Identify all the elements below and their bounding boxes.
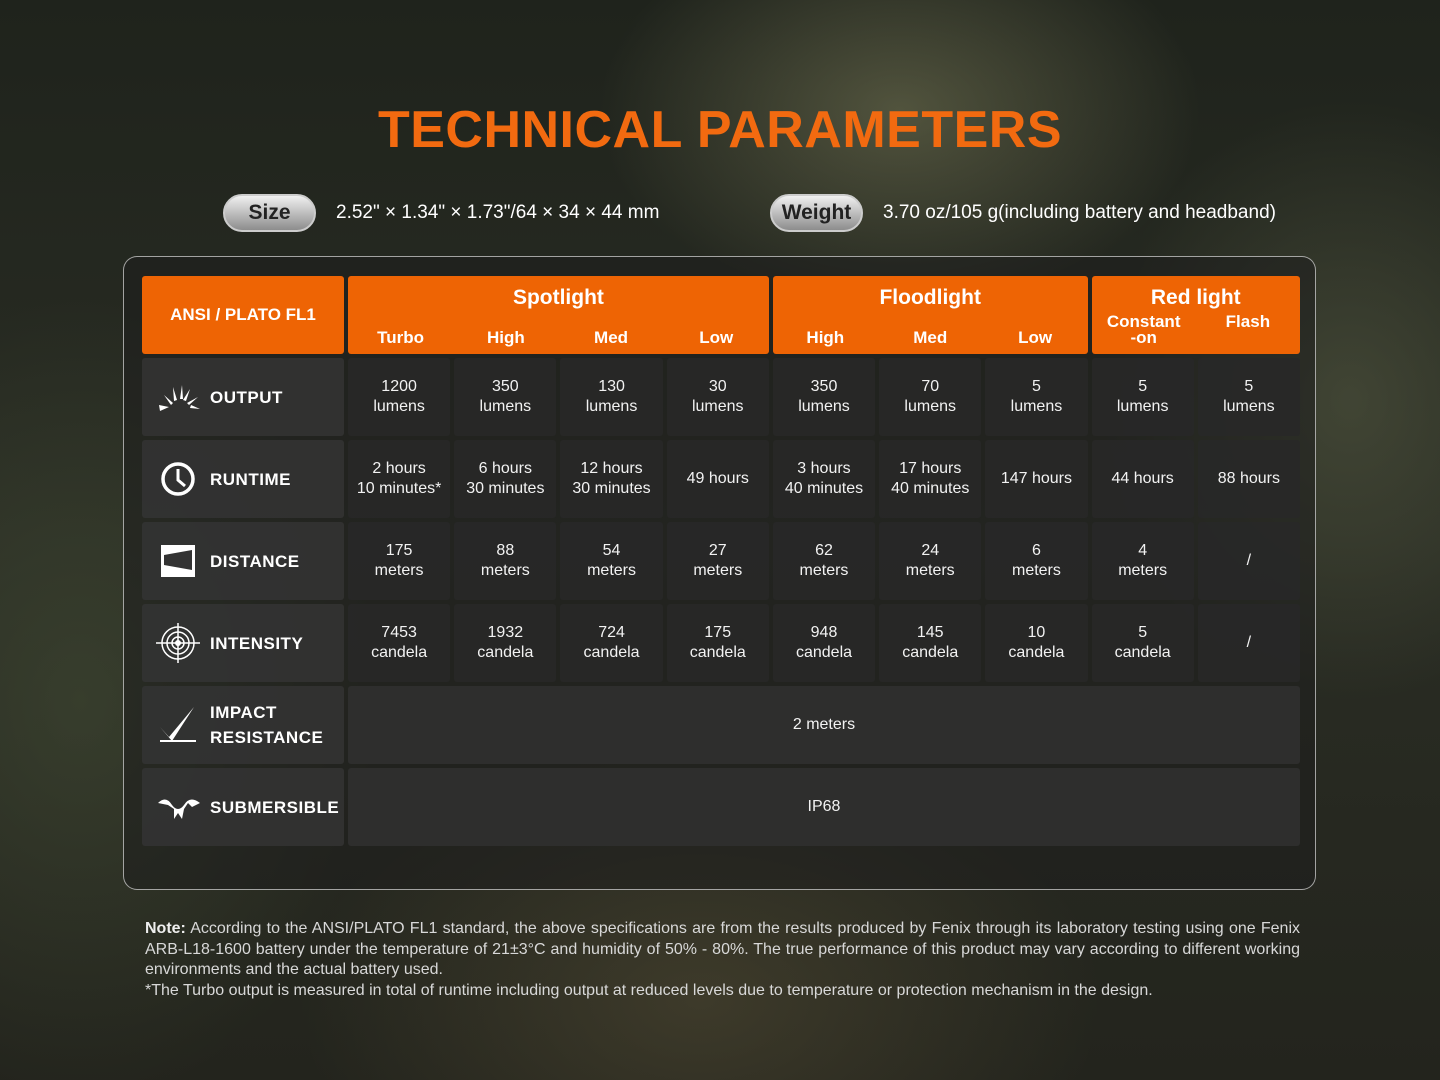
- table-cell: 6 meters: [985, 522, 1088, 600]
- note-text: According to the ANSI/PLATO FL1 standard…: [145, 920, 1300, 979]
- size-value: 2.52" × 1.34" × 1.73"/64 × 34 × 44 mm: [336, 202, 660, 223]
- table-cell: 5 lumens: [1197, 358, 1300, 436]
- table-cell: 88 hours: [1197, 440, 1300, 518]
- table-cell: 27 meters: [666, 522, 769, 600]
- distance-beam-icon: [156, 541, 210, 581]
- group-header-floodlight: Floodlight High Med Low: [772, 276, 1088, 354]
- table-cell: 1200 lumens: [348, 358, 451, 436]
- table-cell: 175 meters: [348, 522, 451, 600]
- table-cell: 24 meters: [879, 522, 982, 600]
- row-label-text: INTENSITY: [210, 633, 304, 653]
- table-cell: 2 hours 10 minutes*: [348, 440, 451, 518]
- table-cell: 62 meters: [772, 522, 876, 600]
- row-label-output: OUTPUT: [142, 358, 344, 436]
- mode-header: Med: [913, 328, 948, 347]
- table-cell: 5 lumens: [1091, 358, 1194, 436]
- note: Note: According to the ANSI/PLATO FL1 st…: [145, 919, 1300, 1002]
- sunburst-icon: [156, 377, 210, 417]
- table-cell: /: [1197, 604, 1300, 682]
- mode-header: Turbo: [377, 328, 425, 347]
- mode-header: Flash: [1225, 312, 1271, 331]
- note-label: Note:: [145, 920, 186, 937]
- row-label-intensity: INTENSITY: [142, 604, 344, 682]
- table-cell-span: IP68: [348, 768, 1300, 846]
- table-cell-span: 2 meters: [348, 686, 1300, 764]
- mode-header: Med: [594, 328, 629, 347]
- table-cell: 10 candela: [985, 604, 1088, 682]
- table-cell: 5 candela: [1091, 604, 1194, 682]
- table-cell: 145 candela: [879, 604, 982, 682]
- mode-header: Constant -on: [1106, 312, 1181, 347]
- row-label-runtime: RUNTIME: [142, 440, 344, 518]
- group-header-spotlight: Spotlight Turbo High Med Low: [348, 276, 769, 354]
- table-cell: 5 lumens: [985, 358, 1088, 436]
- weight-value: 3.70 oz/105 g(including battery and head…: [883, 202, 1276, 223]
- table-cell: 350 lumens: [454, 358, 557, 436]
- mode-header: Low: [699, 328, 734, 347]
- row-label-text: SUBMERSIBLE: [210, 797, 340, 817]
- row-label-impact: IMPACT RESISTANCE: [142, 686, 344, 764]
- row-label-text: RUNTIME: [210, 469, 291, 489]
- footnote: *The Turbo output is measured in total o…: [145, 982, 1153, 1000]
- table-cell: 130 lumens: [560, 358, 663, 436]
- mode-headers: Turbo High Med Low: [348, 328, 769, 347]
- table-cell: 147 hours: [985, 440, 1088, 518]
- table-cell: 948 candela: [772, 604, 876, 682]
- mode-header: High: [486, 328, 525, 347]
- row-label-text: IMPACT RESISTANCE: [210, 703, 324, 747]
- table-cell: 4 meters: [1091, 522, 1194, 600]
- table-cell: 7453 candela: [348, 604, 451, 682]
- table-cell: 30 lumens: [666, 358, 769, 436]
- weight-badge: Weight: [770, 194, 863, 232]
- table-cell: 6 hours 30 minutes: [454, 440, 557, 518]
- table-cell: /: [1197, 522, 1300, 600]
- table-cell: 1932 candela: [454, 604, 557, 682]
- clock-icon: [156, 459, 210, 499]
- row-label-text: DISTANCE: [210, 551, 300, 571]
- row-label-distance: DISTANCE: [142, 522, 344, 600]
- group-title: Floodlight: [879, 286, 981, 309]
- spec-table: ANSI / PLATO FL1 Spotlight Turbo High Med Lo…: [142, 276, 1300, 846]
- mode-headers: High Med Low: [773, 328, 1088, 347]
- table-cell: 70 lumens: [879, 358, 982, 436]
- table-cell: 49 hours: [666, 440, 769, 518]
- mode-header: High: [806, 328, 845, 347]
- table-cell: 88 meters: [454, 522, 557, 600]
- size-badge: Size: [223, 194, 316, 232]
- table-cell: 175 candela: [666, 604, 769, 682]
- table-cell: 350 lumens: [772, 358, 876, 436]
- table-cell: 724 candela: [560, 604, 663, 682]
- group-title: Red light: [1150, 286, 1241, 309]
- row-label-submersible: SUBMERSIBLE: [142, 768, 344, 846]
- table-cell: 12 hours 30 minutes: [560, 440, 663, 518]
- table-cell: 3 hours 40 minutes: [772, 440, 876, 518]
- table-cell: 44 hours: [1091, 440, 1194, 518]
- group-title: Spotlight: [512, 286, 604, 309]
- table-cell: 17 hours 40 minutes: [879, 440, 982, 518]
- impact-check-icon: [156, 705, 210, 745]
- mode-headers: Constant -on Flash: [1092, 312, 1300, 347]
- group-header-red-light: Red light Constant -on Flash: [1091, 276, 1300, 354]
- row-label-text: OUTPUT: [210, 387, 283, 407]
- submersible-icon: [156, 787, 210, 827]
- mode-header: Low: [1018, 328, 1053, 347]
- table-cell: 54 meters: [560, 522, 663, 600]
- page-title: TECHNICAL PARAMETERS: [377, 101, 1063, 159]
- target-icon: [156, 623, 210, 663]
- corner-header: ANSI / PLATO FL1: [142, 276, 344, 354]
